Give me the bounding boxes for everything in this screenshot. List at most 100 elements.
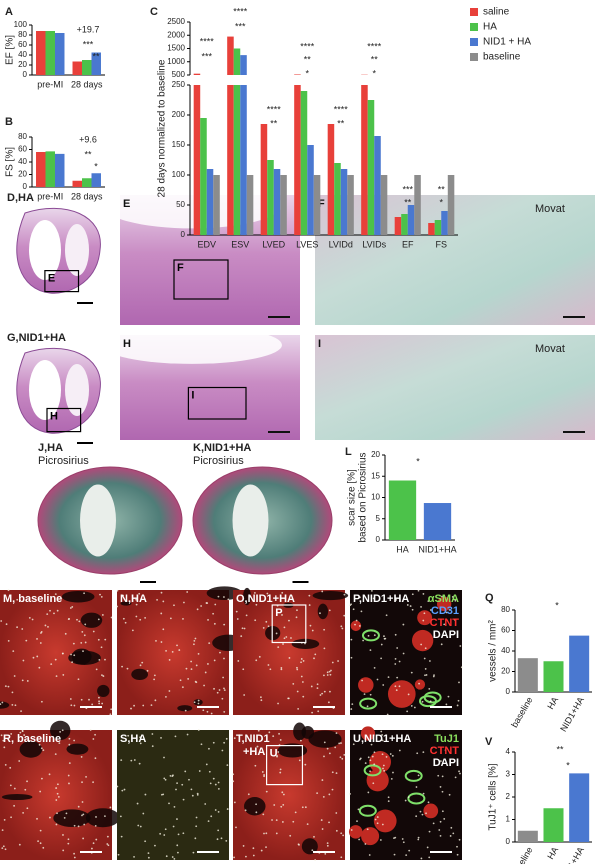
nucleus bbox=[383, 635, 385, 638]
nucleus bbox=[1, 829, 4, 832]
nucleus bbox=[343, 593, 346, 596]
nucleus bbox=[212, 777, 215, 780]
nucleus bbox=[433, 634, 436, 637]
nucleus bbox=[301, 806, 304, 809]
nucleus bbox=[385, 756, 388, 758]
bar bbox=[423, 503, 452, 540]
nucleus bbox=[214, 809, 217, 811]
nucleus bbox=[210, 712, 213, 715]
nucleus bbox=[151, 745, 154, 748]
nucleus bbox=[373, 763, 376, 766]
bar bbox=[240, 85, 247, 235]
nucleus bbox=[386, 713, 389, 716]
nucleus bbox=[423, 657, 426, 660]
nucleus bbox=[133, 704, 135, 707]
nucleus bbox=[394, 685, 397, 688]
nucleus bbox=[94, 757, 97, 760]
bar bbox=[380, 175, 388, 235]
x-tick-label: NID1+HA bbox=[558, 845, 586, 864]
inset-label: E bbox=[48, 273, 55, 285]
bar bbox=[200, 118, 207, 235]
nucleus bbox=[262, 813, 265, 816]
nucleus bbox=[144, 616, 147, 619]
nucleus bbox=[350, 638, 353, 641]
nucleus bbox=[76, 618, 78, 621]
bar bbox=[82, 60, 92, 75]
nucleus bbox=[309, 624, 312, 627]
nucleus bbox=[337, 660, 339, 662]
nucleus bbox=[26, 780, 28, 783]
nucleus bbox=[417, 589, 420, 592]
nucleus bbox=[209, 782, 212, 785]
bar bbox=[294, 85, 301, 235]
nucleus bbox=[73, 824, 76, 827]
nucleus bbox=[292, 820, 295, 823]
nucleus bbox=[380, 657, 383, 660]
nucleus bbox=[341, 627, 344, 630]
nucleus bbox=[92, 738, 95, 740]
nucleus bbox=[328, 670, 331, 673]
image-label: N,HA bbox=[120, 593, 147, 605]
nucleus bbox=[23, 734, 26, 736]
nucleus bbox=[121, 665, 123, 668]
nucleus bbox=[458, 838, 461, 841]
nucleus bbox=[164, 778, 167, 781]
y-tick-label: 1500 bbox=[167, 44, 185, 53]
nucleus bbox=[431, 746, 433, 749]
nucleus bbox=[95, 668, 98, 671]
nucleus bbox=[57, 795, 60, 798]
nucleus bbox=[198, 770, 201, 772]
legend-swatch bbox=[470, 38, 478, 46]
bar bbox=[517, 658, 538, 692]
nucleus bbox=[81, 814, 83, 817]
nucleus bbox=[0, 620, 3, 622]
nucleus bbox=[217, 810, 220, 813]
vessel bbox=[404, 769, 423, 782]
nucleus bbox=[340, 856, 343, 859]
nucleus bbox=[376, 822, 379, 825]
nucleus bbox=[56, 812, 58, 815]
x-tick-label: LVIDd bbox=[329, 239, 353, 249]
nucleus bbox=[176, 818, 178, 820]
nucleus bbox=[371, 589, 373, 592]
nucleus bbox=[213, 659, 216, 662]
y-tick-label: 40 bbox=[18, 157, 27, 166]
nucleus bbox=[448, 609, 451, 611]
nucleus bbox=[0, 703, 2, 706]
nucleus bbox=[323, 628, 326, 631]
nucleus bbox=[67, 838, 70, 841]
nucleus bbox=[441, 775, 444, 778]
nucleus bbox=[65, 812, 68, 815]
nucleus bbox=[263, 832, 265, 835]
nucleus bbox=[121, 789, 124, 792]
bar bbox=[227, 85, 234, 235]
y-tick-label: 0 bbox=[181, 230, 186, 239]
nucleus bbox=[279, 768, 282, 771]
nucleus bbox=[200, 605, 203, 607]
image-label: S,HA bbox=[120, 733, 146, 745]
nucleus bbox=[427, 801, 430, 804]
nucleus bbox=[100, 646, 103, 649]
nucleus bbox=[402, 623, 405, 626]
bar bbox=[340, 169, 348, 235]
nucleus bbox=[300, 675, 303, 678]
nucleus bbox=[101, 674, 103, 677]
image-label: R, baseline bbox=[3, 733, 61, 745]
bar bbox=[327, 124, 335, 235]
nucleus bbox=[242, 668, 245, 671]
nucleus bbox=[429, 609, 432, 611]
nucleus bbox=[316, 792, 319, 795]
nucleus bbox=[354, 623, 356, 626]
nucleus bbox=[67, 842, 70, 845]
nucleus bbox=[383, 637, 386, 640]
nucleus bbox=[56, 609, 59, 612]
nucleus bbox=[208, 770, 211, 773]
nucleus bbox=[254, 619, 257, 622]
y-tick-label: 20 bbox=[501, 667, 510, 676]
nucleus bbox=[3, 818, 6, 821]
bar bbox=[517, 830, 538, 842]
nucleus bbox=[390, 777, 393, 780]
nucleus bbox=[195, 816, 198, 819]
nucleus bbox=[358, 838, 361, 841]
bar bbox=[45, 31, 55, 75]
